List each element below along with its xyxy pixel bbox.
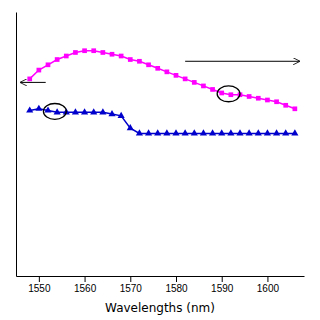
x-tick: 1600 <box>257 276 280 294</box>
series-marker <box>246 129 253 135</box>
series-marker <box>174 73 179 78</box>
series-marker <box>101 50 106 55</box>
series-marker <box>274 99 279 104</box>
series-marker <box>183 77 188 82</box>
series-line <box>30 109 295 134</box>
series-marker <box>256 96 261 101</box>
series-marker <box>182 129 189 135</box>
chart: 1550 1560 1570 1580 1590 1600 Wavelengths (nm) <box>0 0 320 320</box>
series-marker <box>247 94 252 99</box>
x-axis: 1550 1560 1570 1580 1590 1600 <box>17 276 305 294</box>
annotation-arrow <box>21 82 46 83</box>
series-marker <box>81 108 88 114</box>
x-tick-mark <box>85 276 86 282</box>
series-marker <box>201 84 206 89</box>
series-marker <box>192 80 197 85</box>
series-marker <box>291 129 298 135</box>
series-marker <box>127 124 134 130</box>
series-marker <box>236 129 243 135</box>
series-marker <box>163 129 170 135</box>
x-tick: 1570 <box>120 276 143 294</box>
x-tick-mark <box>176 276 177 282</box>
series-marker <box>265 98 270 103</box>
series-marker <box>165 69 170 74</box>
series-marker <box>282 129 289 135</box>
series-marker <box>210 87 215 92</box>
x-axis-line <box>17 276 305 277</box>
series-marker <box>46 62 51 67</box>
annotation-arrow <box>185 61 299 62</box>
series-marker <box>219 91 224 96</box>
series-marker <box>128 57 133 62</box>
series-marker <box>264 129 271 135</box>
x-tick: 1580 <box>165 276 188 294</box>
y-axis-line <box>16 13 17 277</box>
series-marker <box>27 77 32 82</box>
series-marker <box>172 129 179 135</box>
series-marker <box>283 103 288 108</box>
x-tick-mark <box>267 276 268 282</box>
series-marker <box>37 68 42 73</box>
series-marker <box>108 110 115 116</box>
x-tick-label: 1550 <box>28 283 51 294</box>
series-marker <box>64 54 69 59</box>
x-tick-mark <box>39 276 40 282</box>
series-marker <box>146 62 151 67</box>
plot-area: 1550 1560 1570 1580 1590 1600 <box>17 13 305 295</box>
series-marker <box>227 129 234 135</box>
series-marker <box>154 129 161 135</box>
series-marker <box>119 54 124 59</box>
x-tick: 1550 <box>28 276 51 294</box>
x-axis-title: Wavelengths (nm) <box>105 301 215 315</box>
series-marker <box>118 112 125 118</box>
x-tick: 1560 <box>74 276 97 294</box>
annotation-ellipse <box>43 104 66 120</box>
series-marker <box>110 52 115 57</box>
series-marker <box>91 48 96 53</box>
series-marker <box>155 66 160 71</box>
series-marker <box>145 129 152 135</box>
x-tick-label: 1560 <box>74 283 97 294</box>
x-tick: 1590 <box>211 276 234 294</box>
x-tick-mark <box>130 276 131 282</box>
x-tick-label: 1580 <box>165 283 188 294</box>
x-tick-label: 1590 <box>211 283 234 294</box>
series-marker <box>35 105 42 111</box>
series-marker <box>26 106 33 112</box>
x-tick-mark <box>222 276 223 282</box>
series-marker <box>73 50 78 55</box>
series-marker <box>54 108 61 114</box>
series-marker <box>136 129 143 135</box>
series-marker <box>200 129 207 135</box>
series-marker <box>137 59 142 64</box>
series-marker <box>191 129 198 135</box>
series-marker <box>255 129 262 135</box>
series-marker <box>229 92 234 97</box>
series-marker <box>72 108 79 114</box>
x-tick-label: 1570 <box>120 283 143 294</box>
series-marker <box>209 129 216 135</box>
data-layer <box>21 48 300 135</box>
series-marker <box>82 48 87 53</box>
series-marker <box>90 108 97 114</box>
series-marker <box>218 129 225 135</box>
series-line <box>30 51 295 109</box>
y-axis <box>16 13 17 277</box>
annotation-ellipse <box>217 86 240 102</box>
series-marker <box>273 129 280 135</box>
series-marker <box>55 57 60 62</box>
series-marker <box>99 108 106 114</box>
x-tick-label: 1600 <box>257 283 280 294</box>
series-marker <box>293 106 298 111</box>
